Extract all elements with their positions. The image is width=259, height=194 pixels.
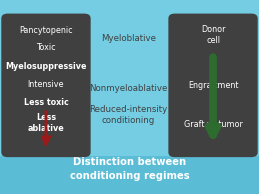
Text: Distinction between
conditioning regimes: Distinction between conditioning regimes [70, 157, 189, 181]
Text: Donor
cell: Donor cell [201, 25, 225, 45]
FancyBboxPatch shape [1, 14, 91, 157]
Text: Intensive: Intensive [28, 80, 64, 89]
Text: Graft vs tumor: Graft vs tumor [184, 120, 242, 129]
Text: Pancytopenic: Pancytopenic [19, 26, 73, 35]
FancyBboxPatch shape [0, 156, 259, 194]
Text: Nonmyeloablative: Nonmyeloablative [89, 84, 167, 93]
Text: Myelosuppressive: Myelosuppressive [5, 62, 87, 71]
Text: Engraftment: Engraftment [188, 81, 238, 90]
FancyBboxPatch shape [168, 14, 258, 157]
Text: Less
ablative: Less ablative [28, 113, 64, 133]
Text: Myeloblative: Myeloblative [101, 34, 156, 43]
Text: Less toxic: Less toxic [24, 98, 68, 107]
Text: Toxic: Toxic [36, 43, 56, 52]
Text: Reduced-intensity
conditioning: Reduced-intensity conditioning [89, 105, 167, 126]
